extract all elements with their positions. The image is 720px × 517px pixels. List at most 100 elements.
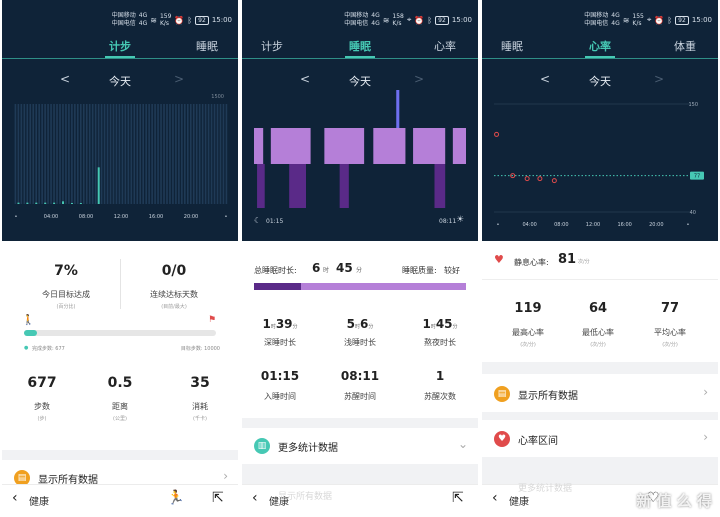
share-icon[interactable]: ⇱ — [452, 490, 464, 506]
net-speed-unit: K/s — [392, 20, 402, 27]
stat-steps-label: 步数 — [34, 402, 50, 411]
total-sleep-hours: 6 — [312, 261, 321, 275]
chevron-left-icon[interactable]: < — [60, 72, 71, 86]
wifi-icon: ≋ — [382, 15, 390, 25]
total-sleep-label: 总睡眠时长: — [254, 266, 297, 275]
day-label: 今天 — [109, 75, 131, 88]
streak-days-unit: (目前/最大) — [161, 304, 187, 310]
late-minutes: 45 — [435, 317, 453, 331]
chevron-right-icon[interactable]: > — [414, 72, 425, 86]
x-tick-label: 20:00 — [649, 222, 663, 228]
sleep-end-time: 08:11 — [439, 218, 457, 225]
chart-background-bar — [225, 104, 228, 204]
goal-percent-label: 今日目标达成 — [42, 290, 90, 299]
net-1: 4G — [138, 12, 148, 19]
status-bar: 中国移动 中国电信 4G 4G ≋ 158 K/s ⌖ ⏰ ᛒ 92 15:00 — [344, 10, 472, 30]
bottom-bar: ‹ 健康 ♡ — [482, 484, 718, 517]
section-gap — [242, 464, 478, 484]
stat-distance-unit: (公里) — [113, 416, 127, 422]
chevron-left-icon[interactable]: < — [540, 72, 551, 86]
heart-rate-point — [524, 176, 530, 182]
minutes-unit: 分 — [292, 324, 298, 330]
wake-count-label: 苏醒次数 — [424, 392, 456, 401]
tab-weight[interactable]: 体重 — [674, 40, 696, 53]
heart-rate-point — [494, 131, 500, 137]
y-max-label: 1500 — [211, 94, 224, 100]
hr-zone-button[interactable]: ♥ 心率区间 › — [482, 421, 718, 457]
deep-sleep-block — [339, 164, 349, 208]
chart-background-bar — [184, 104, 186, 204]
heart-rate-point — [551, 178, 557, 184]
section-gap — [482, 412, 718, 420]
chart-background-bar — [192, 104, 195, 204]
tab-sleep[interactable]: 睡眠 — [196, 40, 218, 53]
status-bar: 中国移动 中国电信 4G 4G ≋ 155 K/s ⌖ ⏰ ᛒ 92 15:00 — [584, 10, 712, 30]
runner-icon[interactable]: 🏃 — [167, 490, 185, 506]
watermark: 新 值 么 得 — [636, 492, 712, 510]
net-speed-unit: K/s — [632, 20, 642, 27]
tab-steps[interactable]: 计步 — [261, 40, 283, 53]
chevron-right-icon[interactable]: > — [654, 72, 665, 86]
bottom-bar: ‹ 健康 🏃 ⇱ — [2, 484, 238, 517]
battery-icon: 92 — [435, 15, 449, 25]
chevron-left-icon[interactable]: < — [300, 72, 311, 86]
chart-background-bar — [44, 104, 46, 204]
back-icon[interactable]: ‹ — [492, 490, 498, 506]
y-max-label: 150 — [688, 102, 698, 108]
more-stats-label: 更多统计数据 — [278, 443, 338, 454]
net-2: 4G — [138, 20, 148, 27]
hours-unit: 时 — [270, 324, 276, 330]
streak-days: 0/0 — [161, 263, 187, 279]
steps-header: 中国移动 中国电信 4G 4G ≋ 159 K/s ⏰ ᛒ 92 15:00 计步 睡… — [2, 0, 238, 241]
steps-bar — [62, 201, 65, 204]
tab-heart-rate[interactable]: 心率 — [434, 40, 456, 53]
chart-background-bar — [186, 104, 189, 204]
document-icon: ▤ — [494, 386, 510, 402]
alarm-icon: ⏰ — [654, 15, 665, 25]
avg-hr: 77 — [660, 301, 680, 316]
net-speed: 155 — [632, 13, 644, 20]
goal-percent: 7% — [54, 263, 78, 279]
battery-icon: 92 — [675, 15, 689, 25]
chart-background-bar — [142, 104, 145, 204]
show-all-data-button[interactable]: ▤ 显示所有数据 › — [482, 376, 718, 412]
wake-time: 08:11 — [340, 369, 380, 383]
back-icon[interactable]: ‹ — [12, 490, 18, 506]
share-icon[interactable]: ⇱ — [212, 490, 224, 506]
chart-background-bar — [35, 104, 38, 204]
x-tick-label: • — [15, 214, 18, 220]
chart-background-bar — [41, 104, 43, 204]
stat-steps-unit: (步) — [37, 416, 47, 422]
sleep-quality-label: 睡眠质量: — [402, 266, 437, 275]
tab-sleep[interactable]: 睡眠 — [501, 40, 523, 53]
tab-steps[interactable]: 计步 — [109, 40, 131, 53]
chart-background-bar — [145, 104, 147, 204]
chart-background-bar — [127, 104, 130, 204]
heart-pulse-icon[interactable]: ♡ — [647, 490, 660, 506]
avg-hr-unit: (次/分) — [662, 342, 678, 348]
bar-chart-icon: ▥ — [254, 438, 270, 454]
battery-icon: 92 — [195, 15, 209, 25]
chart-background-bar — [26, 104, 29, 204]
sleep-summary: 总睡眠时长: 6 时 45 分 睡眠质量: 较好 1时39分 深睡时长 5时6分… — [242, 241, 478, 484]
chevron-right-icon[interactable]: > — [174, 72, 185, 86]
max-hr: 119 — [514, 301, 542, 316]
chart-background-bar — [121, 104, 124, 204]
goal-progress-fill — [24, 330, 38, 336]
light-sleep-duration: 5时6分 — [347, 313, 374, 332]
back-icon[interactable]: ‹ — [252, 490, 258, 506]
awake-block — [396, 90, 400, 128]
more-stats-button[interactable]: ▥ 更多统计数据 ⌄ — [242, 428, 478, 464]
flag-icon: ⚑ — [208, 315, 217, 325]
chart-background-bar — [14, 104, 17, 204]
tab-sleep[interactable]: 睡眠 — [349, 40, 371, 53]
stat-calories-unit: (千卡) — [193, 416, 207, 422]
x-tick-label: 20:00 — [184, 214, 198, 220]
tab-heart-rate[interactable]: 心率 — [589, 40, 611, 53]
chart-background-bar — [210, 104, 213, 204]
chart-background-bar — [97, 104, 100, 204]
steps-bar — [53, 202, 56, 204]
chart-background-bar — [118, 104, 121, 204]
chart-background-bar — [133, 104, 136, 204]
net-2: 4G — [371, 20, 380, 27]
